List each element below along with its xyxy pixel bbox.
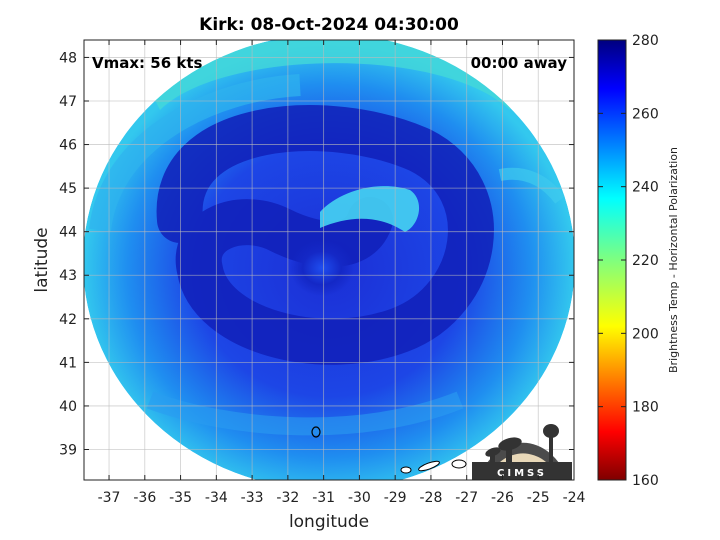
colorbar-label: Brightness Temp - Horizontal Polarizatio… — [667, 147, 680, 373]
x-axis-label: longitude — [289, 512, 369, 532]
colorbar-ticks: 160 180 200 220 240 260 280 — [598, 33, 659, 489]
y-tick-label: 44 — [59, 225, 77, 241]
brightness-field — [84, 40, 574, 480]
x-tick-label: -31 — [312, 490, 335, 506]
plot-area: CIMSS Vmax: 56 kts 00:00 away — [84, 40, 574, 480]
island-flores — [311, 426, 321, 438]
eye-region — [290, 240, 354, 296]
x-axis: -37 -36 -35 -34 -33 -32 -31 -30 -29 -28 -27 -26 -25-… — [98, 40, 586, 506]
x-tick-label: -37 — [98, 490, 121, 506]
x-tick-label: -35 — [169, 490, 192, 506]
colorbar-tick-label: 200 — [632, 326, 659, 342]
chart-title: Kirk: 08-Oct-2024 04:30:00 — [199, 15, 459, 35]
plot-frame — [83, 39, 575, 481]
colorbar-tick-label: 260 — [632, 106, 659, 122]
time-away-annotation: 00:00 away — [471, 54, 568, 72]
y-tick-label: 45 — [59, 181, 77, 197]
colorbar-tick-label: 240 — [632, 180, 659, 196]
y-axis-label: latitude — [32, 227, 52, 292]
y-tick-label: 48 — [59, 50, 77, 66]
colorbar-tick-label: 220 — [632, 253, 659, 269]
x-tick-label: -24 — [563, 490, 586, 506]
y-tick-label: 47 — [59, 94, 77, 110]
colorbar: 160 180 200 220 240 260 280 Brightness Temp - … — [597, 33, 680, 489]
y-tick-label: 43 — [59, 268, 77, 284]
outer-rainband — [89, 74, 301, 232]
y-tick-label: 42 — [59, 312, 77, 328]
y-tick-label: 41 — [59, 355, 77, 371]
y-axis: 39 40 41 42 43 44 45 46 47 48 — [59, 50, 574, 459]
cimss-logo: CIMSS — [472, 424, 572, 480]
x-tick-label: -27 — [455, 490, 478, 506]
y-tick-label: 39 — [59, 443, 77, 459]
warm-inner-arc — [320, 186, 420, 232]
logo-banner — [472, 462, 572, 480]
x-tick-label: -32 — [276, 490, 299, 506]
east-warm-streak — [498, 167, 565, 204]
y-tick-label: 40 — [59, 399, 77, 415]
x-tick-label: -29 — [384, 490, 407, 506]
logo-tower-icon — [543, 424, 559, 462]
island-terceira — [451, 459, 467, 469]
warm-outer-arc — [150, 40, 520, 110]
colorbar-tick-label: 160 — [632, 473, 659, 489]
colorbar-tick-label: 180 — [632, 400, 659, 416]
x-tick-label: -25 — [527, 490, 550, 506]
x-tick-label: -34 — [205, 490, 228, 506]
x-tick-label: -33 — [241, 490, 264, 506]
island-sao-jorge — [418, 460, 440, 472]
logo-text: CIMSS — [497, 468, 547, 479]
coastline-islands — [311, 426, 467, 474]
x-tick-label: -28 — [419, 490, 442, 506]
x-tick-label: -36 — [133, 490, 156, 506]
vmax-annotation: Vmax: 56 kts — [92, 54, 202, 72]
southern-band — [146, 391, 464, 436]
x-tick-label: -26 — [491, 490, 514, 506]
island-graciosa — [400, 466, 412, 474]
logo-dish-icon — [485, 437, 522, 463]
x-tick-label: -30 — [348, 490, 371, 506]
y-tick-label: 46 — [59, 138, 77, 154]
colorbar-tick-label: 280 — [632, 33, 659, 49]
cold-spiral-band — [156, 105, 494, 365]
